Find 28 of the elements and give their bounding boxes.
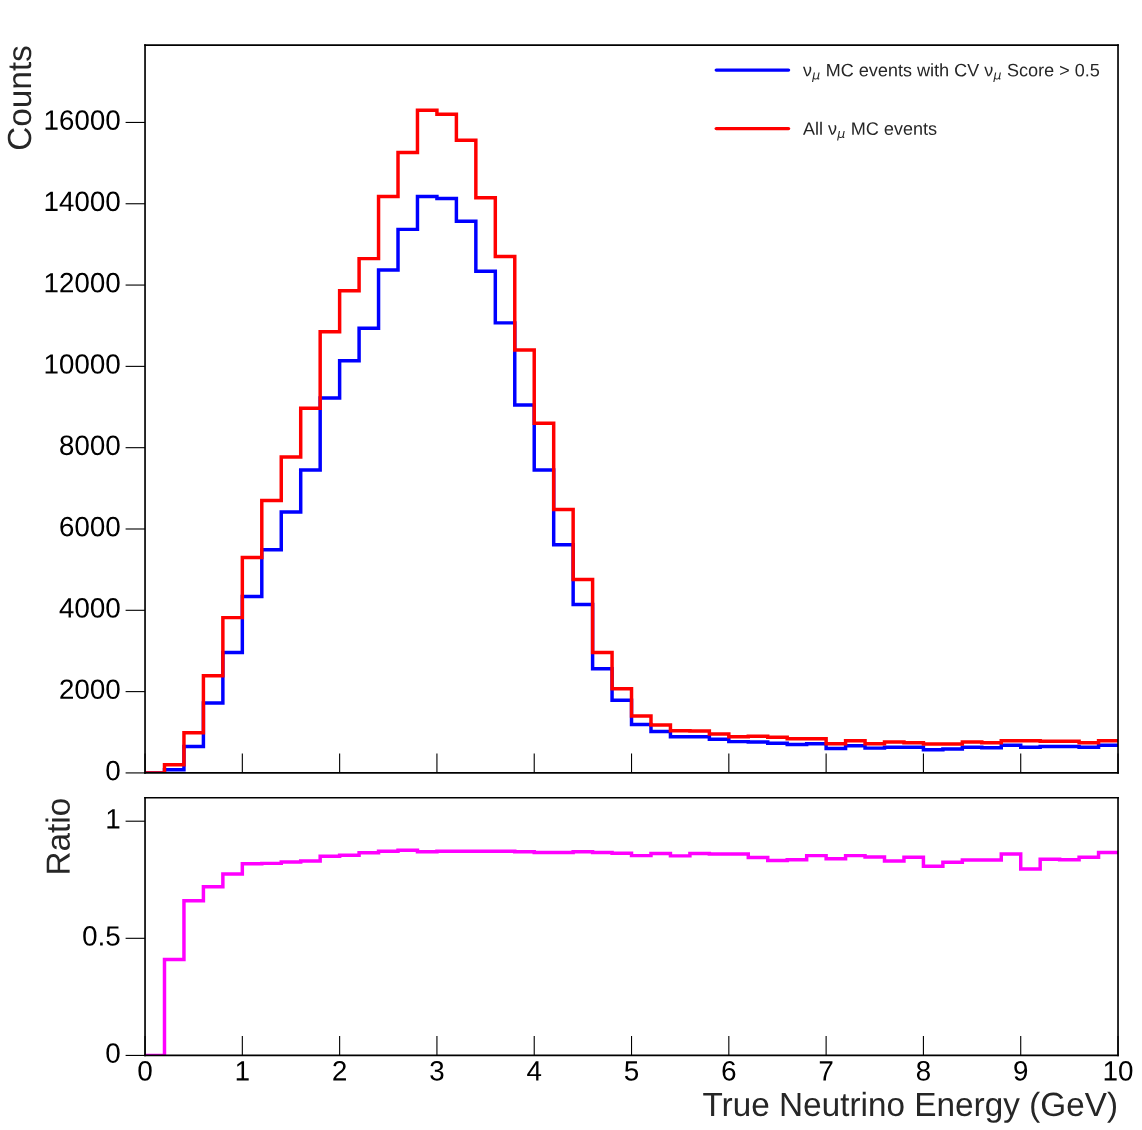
x-tick-label: 1 [236,1061,249,1081]
legend-label: All ν$_{μ}$ MC events [802,121,937,141]
x-tick-label: 8 [916,1061,930,1081]
y-tick-label: 10000 [45,354,120,374]
x-tick-label: 4 [527,1061,542,1081]
y-tick-label: 1 [107,809,120,829]
x-axis-title: True Neutrino Energy (GeV) [703,1091,1116,1123]
legend-label: ν$_{μ}$ MC events with CV ν$_{μ}$ Score > 0.5 [802,63,1100,82]
y-tick-label: 14000 [45,191,120,212]
y-tick-label: 16000 [45,110,120,130]
y-tick-label: 0 [106,760,120,781]
y-tick-label: 2000 [60,679,120,700]
x-tick-label: 9 [1014,1061,1028,1081]
x-tick-label: 5 [624,1061,639,1081]
y-tick-label: 6000 [60,516,120,537]
y-axis-title: Ratio [45,799,70,873]
x-tick-label: 6 [722,1061,736,1081]
y-tick-label: 0.5 [83,926,120,946]
y-tick-label: 12000 [45,272,120,293]
y-tick-label: 8000 [60,435,120,456]
y-tick-label: 4000 [59,598,120,618]
y-tick-label: 0 [106,1043,120,1063]
x-tick-label: 10 [1104,1061,1133,1081]
y-axis-title: Counts [7,46,32,150]
x-tick-label: 0 [138,1061,152,1081]
x-tick-label: 3 [430,1061,444,1081]
x-tick-label: 2 [333,1061,346,1081]
x-tick-label: 7 [819,1061,833,1081]
